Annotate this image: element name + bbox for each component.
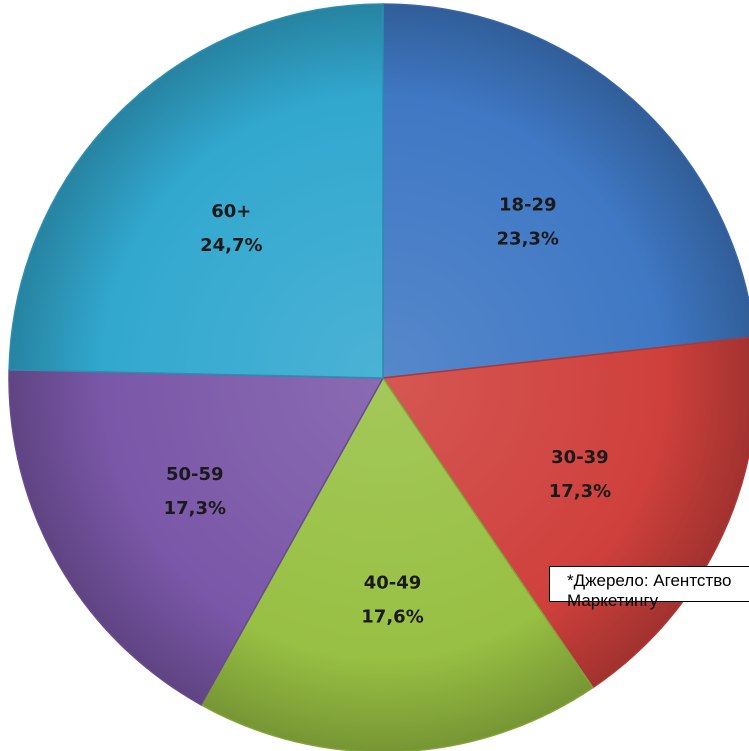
- slice-category-label: 60+: [211, 201, 251, 222]
- slice-value-label: 17,6%: [361, 607, 423, 628]
- pie-slice-40-49: [200, 376, 594, 751]
- slice-value-label: 17,3%: [549, 481, 611, 502]
- pie-slice-60+: [8, 3, 384, 379]
- slice-value-label: 17,3%: [164, 498, 226, 519]
- slice-category-label: 50-59: [166, 464, 224, 485]
- slice-category-label: 18-29: [499, 194, 557, 215]
- pie-slice-18-29: [382, 3, 749, 379]
- pie-slice-50-59: [8, 369, 385, 706]
- slice-category-label: 30-39: [551, 447, 609, 468]
- slice-category-label: 40-49: [364, 573, 422, 594]
- slice-value-label: 24,7%: [200, 235, 262, 256]
- slice-value-label: 23,3%: [497, 228, 559, 249]
